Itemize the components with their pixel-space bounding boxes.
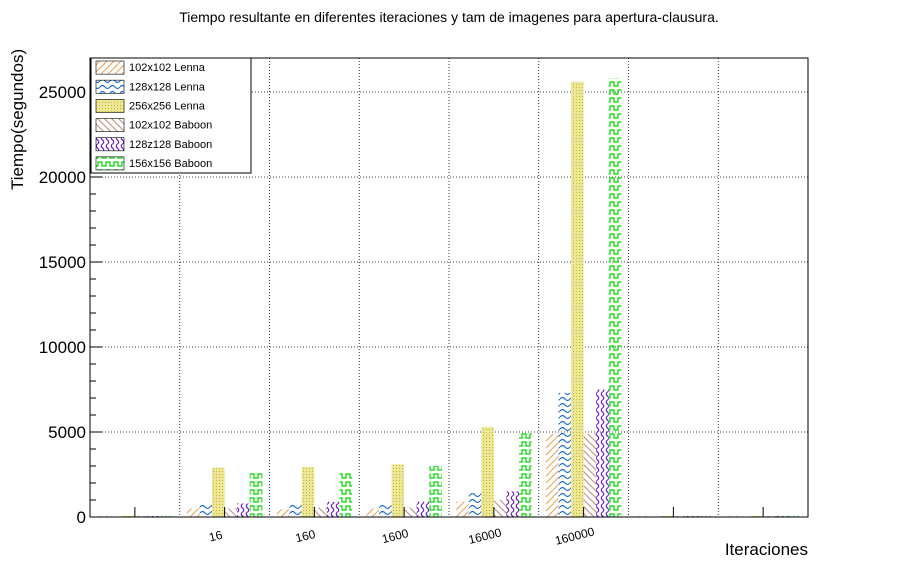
bar bbox=[416, 501, 430, 517]
bar bbox=[366, 508, 379, 517]
legend-entry-label: 102x102 Lenna bbox=[129, 62, 206, 74]
bar bbox=[456, 501, 469, 517]
bar bbox=[519, 432, 532, 517]
bar bbox=[608, 78, 622, 518]
bar bbox=[596, 389, 609, 517]
legend-swatch bbox=[95, 156, 125, 171]
legend-entry-label: 128x128 Lenna bbox=[129, 81, 206, 93]
x-tick-label: 16000 bbox=[467, 525, 503, 547]
bar bbox=[506, 491, 520, 517]
y-tick-label: 25000 bbox=[39, 83, 86, 102]
bar bbox=[314, 507, 327, 517]
bar bbox=[583, 433, 597, 517]
bar bbox=[481, 426, 494, 517]
bar bbox=[276, 509, 290, 517]
bar bbox=[199, 504, 213, 517]
x-tick-label: 1600 bbox=[381, 526, 411, 546]
legend-swatch bbox=[95, 118, 125, 132]
legend-entry-label: 256x256 Lenna bbox=[129, 101, 206, 113]
legend-entry-label: 102x102 Baboon bbox=[129, 120, 212, 132]
bar bbox=[545, 433, 559, 517]
bar bbox=[571, 81, 584, 518]
bar bbox=[237, 503, 250, 517]
y-tick-label: 5000 bbox=[48, 423, 86, 442]
plot-frame bbox=[89, 57, 809, 518]
bar bbox=[339, 471, 353, 517]
bar bbox=[301, 466, 315, 517]
bar bbox=[212, 467, 225, 517]
bar bbox=[249, 472, 263, 517]
bar bbox=[404, 507, 417, 517]
x-tick-label: 16 bbox=[207, 528, 224, 545]
legend-swatch bbox=[95, 137, 125, 152]
y-tick-label: 10000 bbox=[39, 338, 86, 357]
y-tick-label: 0 bbox=[77, 508, 86, 527]
bar bbox=[493, 500, 507, 517]
legend-swatch bbox=[95, 99, 125, 113]
bar bbox=[468, 493, 482, 517]
legend-swatch bbox=[95, 79, 125, 94]
x-axis-label: Iteraciones bbox=[724, 540, 808, 559]
bar bbox=[378, 504, 392, 517]
bar bbox=[289, 504, 302, 517]
legend-swatch bbox=[95, 60, 125, 75]
bar bbox=[429, 466, 442, 517]
y-tick-label: 20000 bbox=[39, 168, 86, 187]
bar bbox=[224, 508, 238, 517]
legend-box bbox=[90, 57, 252, 174]
bar bbox=[186, 508, 200, 517]
bar bbox=[391, 464, 405, 517]
bar bbox=[326, 501, 340, 517]
y-tick-label: 15000 bbox=[39, 253, 86, 272]
chart-title: Tiempo resultante en diferentes iteracio… bbox=[179, 9, 719, 25]
bar bbox=[558, 392, 572, 517]
legend-entry-label: 128z128 Baboon bbox=[129, 139, 212, 151]
legend-entry-label: 156x156 Baboon bbox=[129, 158, 212, 170]
x-tick-label: 160000 bbox=[554, 524, 597, 547]
x-tick-label: 160 bbox=[294, 527, 317, 546]
